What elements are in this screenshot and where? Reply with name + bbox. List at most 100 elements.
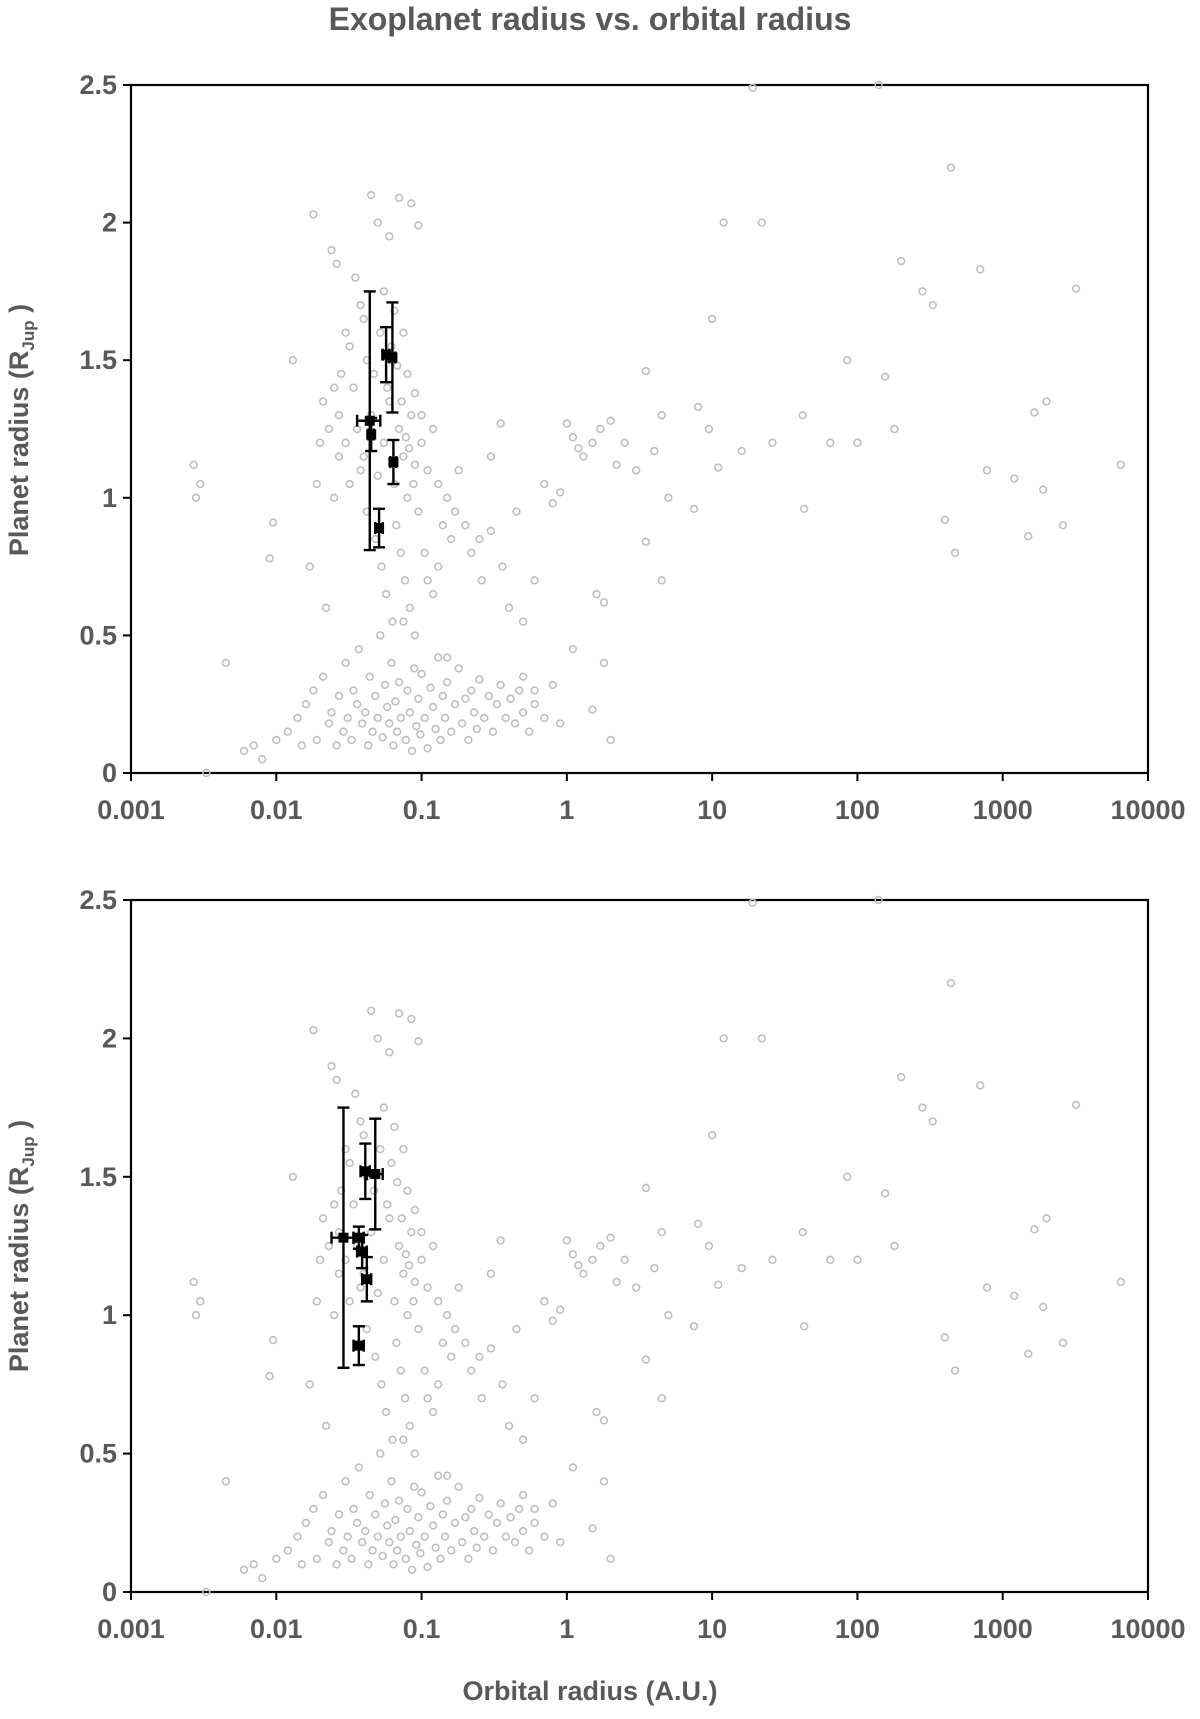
bottom-background-point	[853, 1255, 862, 1265]
bottom-background-point	[412, 1540, 421, 1550]
bottom-background-point	[890, 1241, 899, 1251]
bottom-x-tick-label: 10	[697, 1614, 727, 1644]
top-background-point	[433, 562, 443, 571]
top-highlight-marker	[387, 352, 398, 363]
bottom-background-point	[399, 1435, 408, 1444]
bottom-background-point	[475, 1352, 484, 1361]
bottom-background-point	[373, 1034, 383, 1043]
bottom-highlight-points	[330, 1106, 384, 1369]
bottom-background-point	[301, 1518, 311, 1528]
bottom-background-point	[394, 1009, 404, 1018]
top-plot-frame	[129, 83, 1150, 775]
bottom-x-tick-labels: 0.001 0.01 0.1 1 10 100 1000 10000	[97, 1592, 1186, 1644]
bottom-background-point	[1071, 1100, 1081, 1110]
top-background-point	[713, 463, 723, 472]
top-background-point	[312, 735, 321, 745]
top-background-point	[352, 699, 362, 709]
bottom-background-point	[362, 1324, 372, 1334]
bottom-background-point	[568, 1250, 578, 1259]
bottom-highlight-point	[330, 1106, 355, 1369]
top-background-point	[420, 548, 429, 558]
bottom-background-point	[403, 1504, 412, 1514]
bottom-background-point	[394, 1241, 404, 1251]
bottom-y-tick-label: 0	[102, 1577, 117, 1607]
bottom-background-point	[447, 1352, 456, 1361]
bottom-background-point	[397, 1214, 406, 1223]
bottom-background-point	[946, 978, 956, 988]
top-background-point	[359, 452, 368, 461]
top-background-point	[501, 713, 511, 723]
bottom-background-point	[403, 1310, 412, 1320]
bottom-y-tick-labels: 0 0.5 1 1.5 2 2.5	[79, 885, 131, 1607]
bottom-background-point	[321, 1421, 331, 1431]
top-background-point	[378, 733, 387, 742]
top-background-point	[504, 603, 514, 613]
top-background-point	[356, 300, 365, 310]
top-background-point	[515, 686, 524, 695]
top-background-point	[447, 727, 456, 736]
top-background-point	[417, 669, 426, 679]
top-x-tick-label: 1000	[973, 795, 1033, 825]
bottom-background-point	[405, 1526, 415, 1536]
top-background-point	[332, 259, 341, 269]
bottom-background-point	[518, 1526, 528, 1536]
top-background-point	[442, 677, 452, 687]
bottom-background-point	[1116, 1277, 1126, 1287]
bottom-background-point	[341, 1144, 350, 1154]
top-background-point	[467, 686, 476, 695]
bottom-background-point	[332, 1560, 341, 1569]
bottom-background-point	[357, 1537, 367, 1547]
bottom-background-point	[504, 1421, 514, 1431]
bottom-background-point	[369, 1186, 379, 1195]
bottom-background-point	[379, 1255, 389, 1265]
bottom-background-point	[548, 1499, 557, 1508]
top-background-point	[324, 719, 334, 728]
top-background-point	[484, 691, 493, 701]
bottom-background-point	[486, 1269, 496, 1278]
top-x-tick-label: 0.01	[250, 795, 303, 825]
top-background-point	[385, 232, 394, 241]
top-background-point	[334, 691, 344, 701]
top-background-point	[368, 727, 377, 736]
bottom-background-point	[324, 1241, 334, 1251]
top-background-point	[365, 672, 374, 681]
bottom-y-tick-label: 1	[102, 1300, 117, 1330]
top-background-point	[492, 699, 502, 709]
bottom-background-point	[347, 1554, 356, 1563]
top-background-point	[379, 287, 389, 296]
top-background-point	[428, 424, 438, 434]
bottom-background-point	[442, 1496, 452, 1505]
bottom-background-point	[940, 1333, 950, 1342]
bottom-background-point	[524, 1546, 534, 1555]
top-background-point	[548, 499, 557, 508]
top-background-point	[518, 617, 528, 626]
top-highlight-point	[365, 416, 378, 453]
bottom-background-point	[562, 1236, 572, 1245]
top-background-point	[341, 328, 350, 337]
top-background-point	[1058, 521, 1068, 530]
top-background-point	[305, 562, 314, 571]
top-background-point	[664, 493, 673, 502]
bottom-background-point	[982, 1283, 992, 1292]
bottom-background-point	[556, 1305, 565, 1314]
bottom-highlight-marker	[338, 1232, 349, 1243]
bottom-background-point	[356, 1283, 365, 1292]
bottom-background-point	[1010, 1291, 1019, 1301]
top-background-point	[403, 686, 412, 695]
top-background-point	[588, 438, 597, 447]
bottom-background-point	[327, 1061, 336, 1071]
top-background-point	[373, 218, 383, 227]
bottom-background-point	[272, 1554, 281, 1563]
bottom-background-point	[379, 1103, 389, 1112]
bottom-scatter-panel: 0.001 0.01 0.1 1 10 100 1000 10000 0 0.5 1 1.5 2 2.5…	[4, 885, 1186, 1644]
top-background-point	[423, 744, 432, 753]
top-background-point	[377, 562, 386, 571]
top-background-point	[380, 680, 390, 690]
top-background-point	[400, 576, 410, 585]
top-background-point	[403, 493, 412, 502]
bottom-background-point	[475, 1493, 484, 1503]
bottom-background-point	[426, 1501, 435, 1511]
top-background-point	[268, 518, 278, 527]
top-background-point	[568, 433, 578, 442]
bottom-background-point	[354, 1463, 364, 1472]
